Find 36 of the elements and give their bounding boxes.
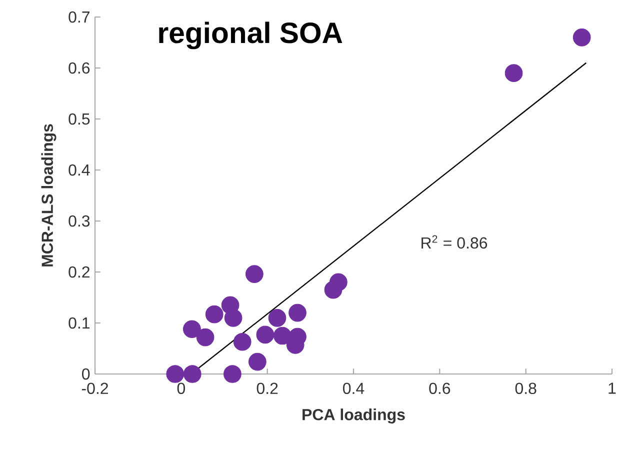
x-tick-label: 0.4: [343, 382, 364, 394]
x-tick-label: -0.2: [82, 382, 108, 394]
y-tick-label: 0.6: [68, 62, 90, 74]
chart-title: regional SOA: [159, 22, 342, 50]
point: [268, 308, 286, 327]
point: [166, 365, 184, 383]
point: [196, 328, 214, 346]
x-tick-label: 0.6: [429, 382, 450, 394]
x-tick-label: 0: [177, 382, 186, 394]
x-tick-label: 1: [608, 382, 616, 394]
point: [224, 308, 242, 327]
y-tick-label: 0.1: [68, 317, 90, 329]
y-tick-label: 0.2: [68, 266, 90, 278]
point: [572, 28, 591, 46]
x-axis-title: PCA loadings: [302, 408, 405, 424]
y-tick-label: 0.3: [68, 215, 90, 227]
x-tick-label: 0.2: [256, 382, 278, 394]
point: [183, 365, 202, 383]
point: [273, 326, 292, 345]
point: [248, 352, 266, 371]
y-tick-label: 0.5: [68, 113, 90, 125]
annotation: R$^{2}$ = 0.86: [422, 235, 488, 249]
point: [224, 365, 242, 383]
x-tick-label: 0.8: [515, 382, 536, 394]
point: [288, 304, 306, 322]
point: [324, 280, 342, 299]
y-tick-label: 0: [82, 368, 90, 380]
point: [256, 326, 274, 344]
point: [245, 265, 264, 283]
y-tick-label: 0.4: [68, 164, 90, 176]
y-axis-title: MCR-ALS loadings: [41, 124, 56, 266]
point: [183, 320, 201, 338]
point: [205, 305, 224, 324]
point: [233, 332, 252, 351]
y-tick-label: 0.7: [68, 11, 90, 23]
point: [504, 64, 523, 82]
